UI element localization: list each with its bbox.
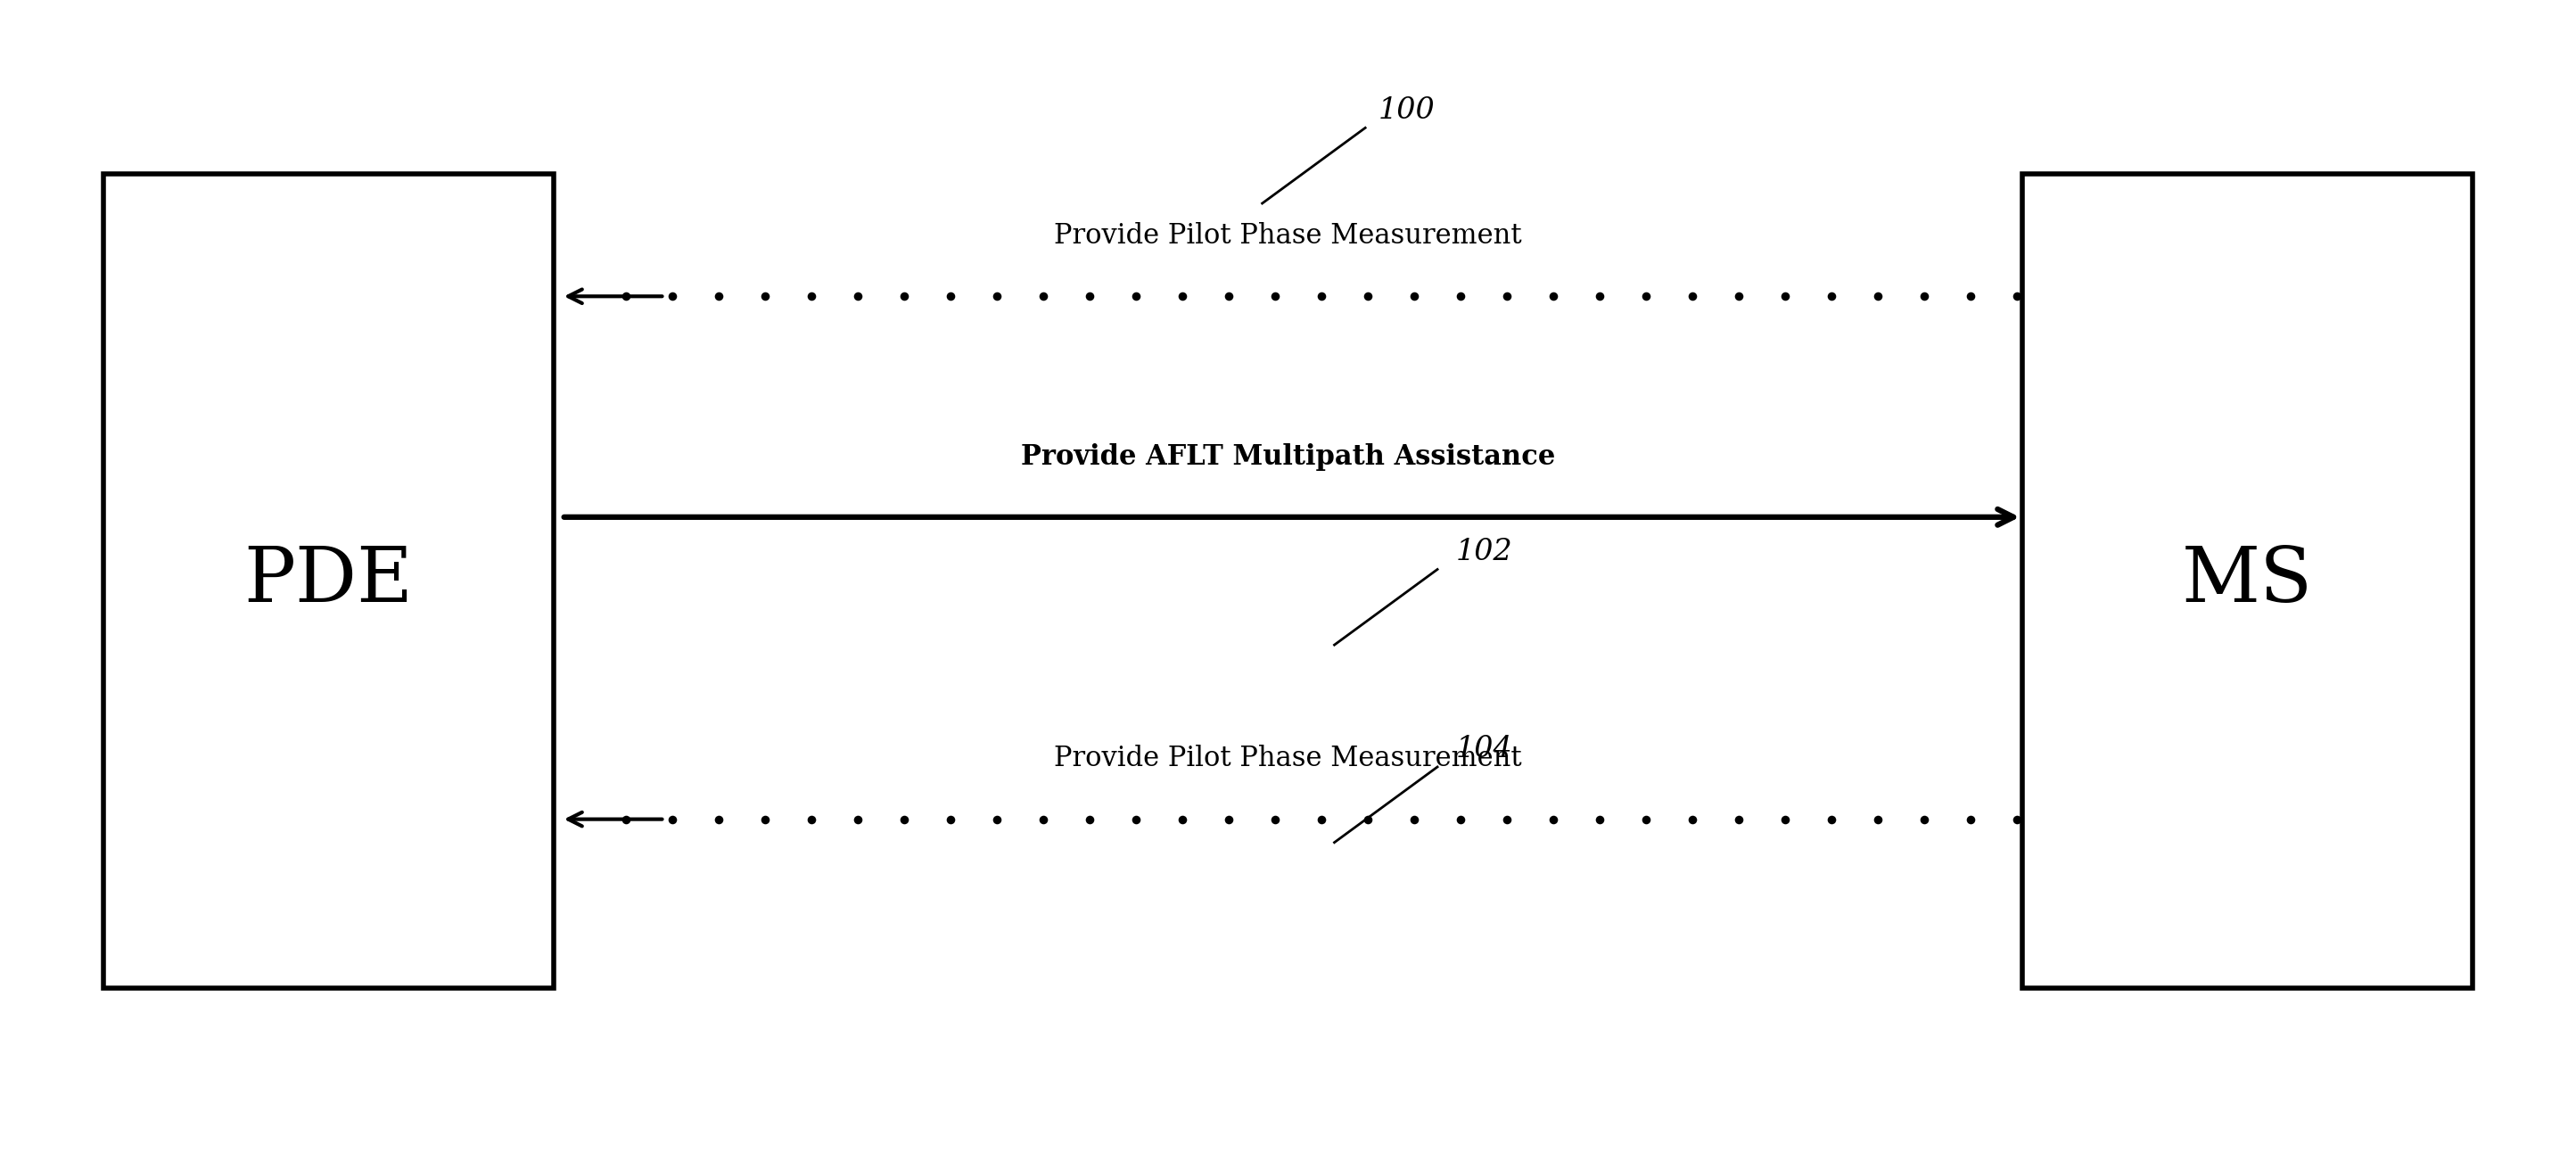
Point [1625, 287, 1667, 306]
Point [884, 810, 925, 829]
Point [698, 810, 739, 829]
Point [1996, 287, 2038, 306]
Point [976, 287, 1018, 306]
Point [1394, 287, 1435, 306]
Point [1672, 810, 1713, 829]
Point [1811, 810, 1852, 829]
Text: 104: 104 [1455, 736, 1512, 763]
Bar [103, 174, 554, 988]
Point [1765, 810, 1806, 829]
Point [1162, 287, 1203, 306]
Point [1904, 810, 1945, 829]
Point [1718, 287, 1759, 306]
Text: MS: MS [2182, 544, 2313, 618]
Point [930, 287, 971, 306]
Point [884, 287, 925, 306]
Point [930, 810, 971, 829]
Point [1069, 810, 1110, 829]
Point [1347, 810, 1388, 829]
Text: 102: 102 [1455, 538, 1512, 566]
Point [1486, 810, 1528, 829]
Point [1023, 287, 1064, 306]
Point [1533, 810, 1574, 829]
Point [1765, 287, 1806, 306]
Point [652, 810, 693, 829]
Point [791, 810, 832, 829]
Point [1255, 810, 1296, 829]
Point [1579, 287, 1620, 306]
Point [837, 810, 878, 829]
Point [1208, 287, 1249, 306]
Point [1115, 287, 1157, 306]
Point [1208, 810, 1249, 829]
Point [791, 287, 832, 306]
Bar [2022, 174, 2473, 988]
Text: Provide Pilot Phase Measurement: Provide Pilot Phase Measurement [1054, 222, 1522, 250]
Text: PDE: PDE [245, 544, 412, 618]
Point [837, 287, 878, 306]
Point [652, 287, 693, 306]
Point [1255, 287, 1296, 306]
Point [1811, 287, 1852, 306]
Point [1904, 287, 1945, 306]
Point [1440, 287, 1481, 306]
Point [1486, 287, 1528, 306]
Point [1069, 287, 1110, 306]
Point [1301, 810, 1342, 829]
Text: Provide AFLT Multipath Assistance: Provide AFLT Multipath Assistance [1020, 443, 1556, 471]
Point [1625, 810, 1667, 829]
Point [1718, 810, 1759, 829]
Point [1996, 810, 2038, 829]
Point [1440, 810, 1481, 829]
Point [1857, 287, 1899, 306]
Point [1672, 287, 1713, 306]
Point [605, 810, 647, 829]
Point [744, 810, 786, 829]
Point [976, 810, 1018, 829]
Point [1950, 810, 1991, 829]
Point [1950, 287, 1991, 306]
Text: Provide Pilot Phase Measurement: Provide Pilot Phase Measurement [1054, 745, 1522, 773]
Point [744, 287, 786, 306]
Point [1394, 810, 1435, 829]
Point [1579, 810, 1620, 829]
Point [1023, 810, 1064, 829]
Point [1347, 287, 1388, 306]
Point [1115, 810, 1157, 829]
Text: 100: 100 [1378, 96, 1435, 124]
Point [1857, 810, 1899, 829]
Point [1533, 287, 1574, 306]
Point [605, 287, 647, 306]
Point [1301, 287, 1342, 306]
Point [698, 287, 739, 306]
Point [1162, 810, 1203, 829]
